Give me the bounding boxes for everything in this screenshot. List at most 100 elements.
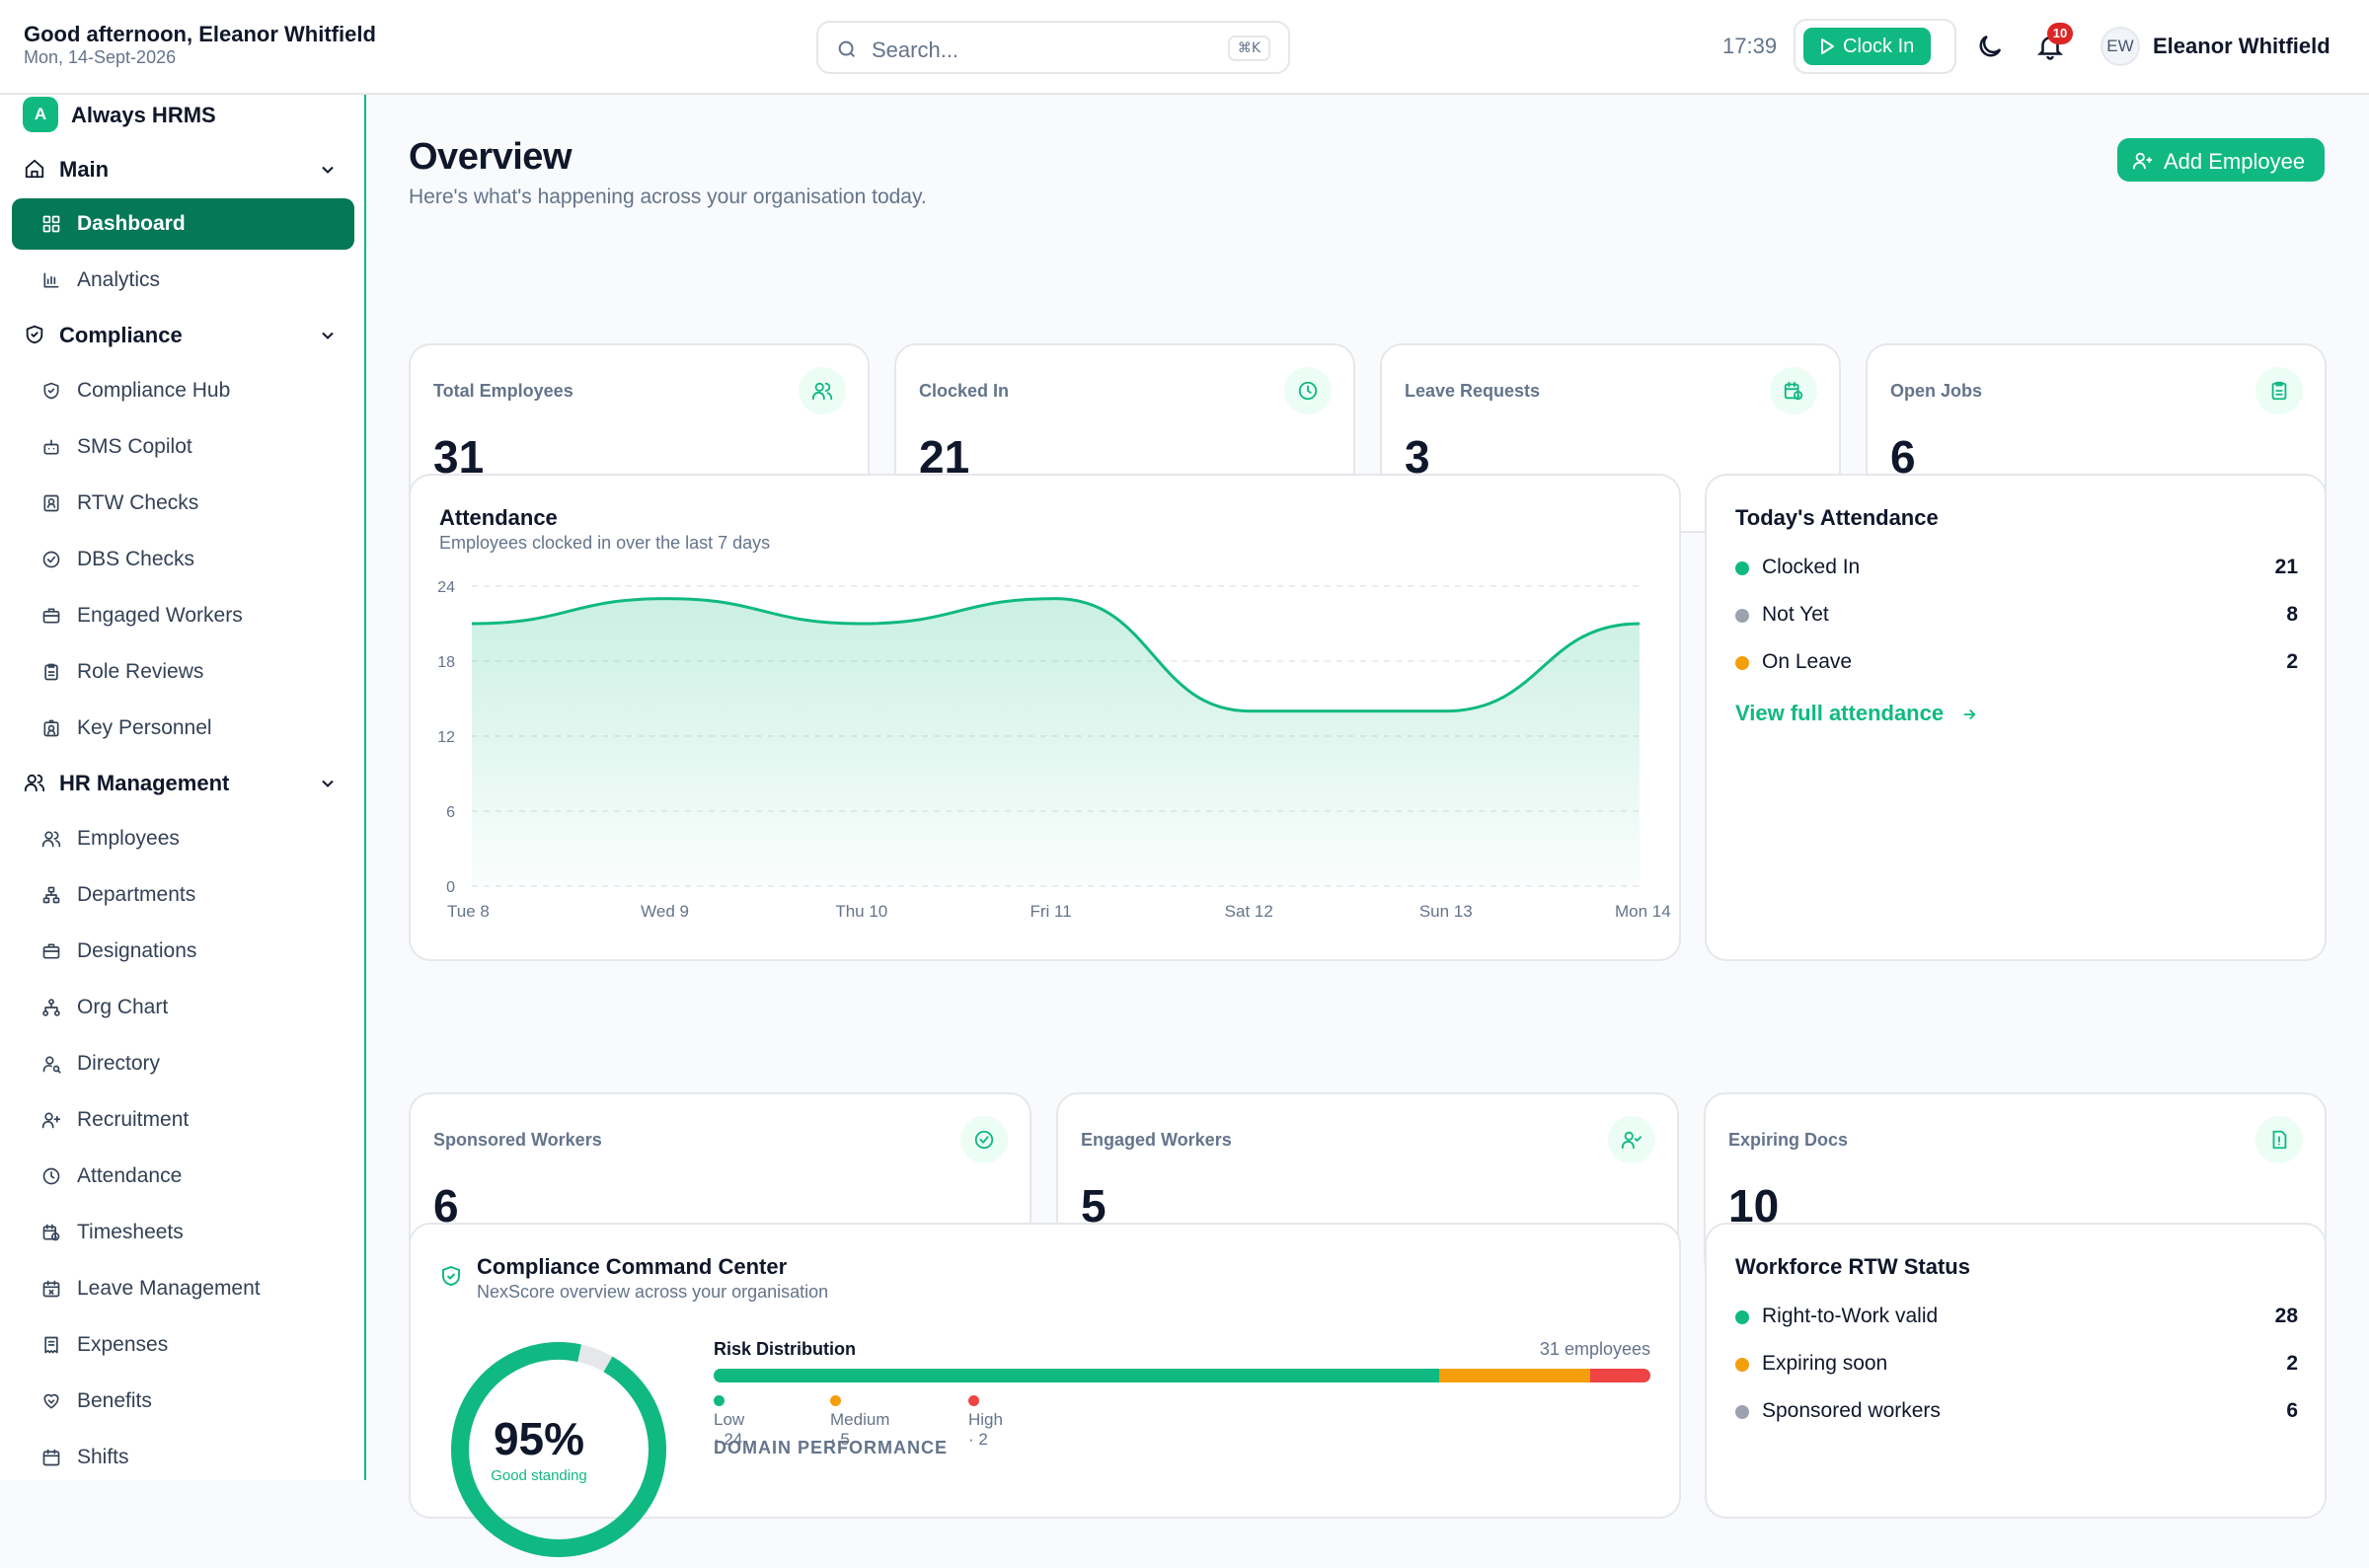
bar-chart-icon <box>43 272 59 288</box>
legend-row-not-yet: Not Yet 8 <box>1735 600 2298 630</box>
y-tick-label: 12 <box>437 729 455 746</box>
sidebar-item-key-personnel[interactable]: Key Personnel <box>12 703 354 754</box>
attendance-chart-card: Attendance Employees clocked in over the… <box>409 474 1681 961</box>
view-full-attendance-link[interactable]: View full attendance <box>1735 701 1976 726</box>
dashboard-icon <box>42 215 60 233</box>
search-input[interactable]: Search... ⌘K <box>816 21 1290 74</box>
sidebar-item-directory[interactable]: Directory <box>12 1038 354 1089</box>
sidebar-item-analytics[interactable]: Analytics <box>12 255 354 306</box>
stat-icon-wrap <box>1608 1116 1655 1163</box>
play-icon <box>1821 38 1834 54</box>
sidebar-item-label: Engaged Workers <box>77 604 243 627</box>
stat-label: Total Employees <box>433 381 573 401</box>
sidebar-item-sms-copilot[interactable]: SMS Copilot <box>12 421 354 473</box>
heart-handshake-icon <box>43 1393 59 1409</box>
risk-distribution-title: Risk Distribution <box>714 1339 857 1359</box>
clock-time: 17:39 <box>1722 34 1778 58</box>
user-search-icon <box>42 1056 61 1074</box>
section-compliance[interactable]: Compliance <box>0 314 364 353</box>
legend-label: Sponsored workers <box>1762 1399 1941 1422</box>
x-tick-label: Sat 12 <box>1225 902 1273 921</box>
notification-count-badge: 10 <box>2047 23 2073 44</box>
home-icon <box>25 159 44 179</box>
calendar-x-icon <box>42 1280 60 1298</box>
sidebar-item-label: DBS Checks <box>77 548 195 570</box>
sidebar-item-designations[interactable]: Designations <box>12 926 354 977</box>
sidebar-item-departments[interactable]: Departments <box>12 869 354 921</box>
attendance-title: Attendance <box>439 505 558 530</box>
sidebar-item-label: Key Personnel <box>77 716 212 739</box>
sidebar-item-role-reviews[interactable]: Role Reviews <box>12 646 354 698</box>
compliance-score: 95% <box>493 1413 585 1464</box>
sidebar-item-rtw-checks[interactable]: RTW Checks <box>12 478 354 529</box>
attendance-area <box>472 598 1640 886</box>
sidebar-item-attendance[interactable]: Attendance <box>12 1151 354 1202</box>
rtw-title: Workforce RTW Status <box>1735 1254 1970 1279</box>
users-icon <box>41 831 61 848</box>
compliance-center-title: Compliance Command Center <box>477 1254 788 1279</box>
attendance-line <box>471 597 1641 713</box>
legend-value: 21 <box>2274 556 2298 578</box>
brand-logo: A <box>23 97 58 132</box>
todays-attendance-title: Today's Attendance <box>1735 505 1939 530</box>
stat-icon-wrap <box>2255 367 2303 414</box>
id-card-icon <box>43 494 59 512</box>
domain-performance-title: DOMAIN PERFORMANCE <box>714 1438 948 1457</box>
sidebar-item-dbs-checks[interactable]: DBS Checks <box>12 534 354 585</box>
risk-dot <box>714 1395 725 1406</box>
sidebar-item-label: Org Chart <box>77 996 169 1018</box>
workforce-rtw-card: Workforce RTW Status Right-to-Work valid… <box>1705 1223 2327 1519</box>
sidebar-item-timesheets[interactable]: Timesheets <box>12 1207 354 1258</box>
avatar[interactable]: EW <box>2101 27 2140 66</box>
sidebar-item-label: Departments <box>77 883 196 906</box>
bot-icon <box>43 439 59 455</box>
sidebar-item-leave-management[interactable]: Leave Management <box>12 1263 354 1314</box>
risk-dot <box>968 1395 979 1406</box>
sidebar-item-recruitment[interactable]: Recruitment <box>12 1094 354 1146</box>
todays-attendance-card: Today's Attendance Clocked In 21 Not Yet 8 O… <box>1705 474 2327 961</box>
compliance-command-center-card: Compliance Command Center NexScore overv… <box>409 1223 1681 1557</box>
section-main[interactable]: Main <box>0 148 364 187</box>
sidebar-item-expenses[interactable]: Expenses <box>12 1319 354 1371</box>
legend-value: 28 <box>2274 1305 2298 1327</box>
x-tick-label: Tue 8 <box>447 902 490 921</box>
sidebar-item-employees[interactable]: Employees <box>12 813 354 864</box>
clock-in-button[interactable]: Clock In <box>1803 28 1931 65</box>
risk-dot <box>830 1395 841 1406</box>
shield-icon <box>43 382 59 400</box>
attendance-area-chart: 0 6 12 18 24 Tue 8 Wed 9 Thu 10 Fri 11 Sat 12 Sun … <box>437 579 1671 921</box>
arrow-right-icon <box>1963 709 1976 720</box>
risk-legend-item: Low · 24 <box>714 1390 744 1450</box>
section-hr[interactable]: HR Management <box>0 762 364 801</box>
page-title: Overview <box>409 136 573 178</box>
risk-distribution-bar <box>714 1369 1650 1382</box>
sidebar-item-org-chart[interactable]: Org Chart <box>12 982 354 1033</box>
sidebar-item-label: Designations <box>77 939 197 962</box>
sidebar-item-label: Attendance <box>77 1164 183 1187</box>
current-date: Mon, 14-Sept-2026 <box>24 47 177 67</box>
stat-label: Open Jobs <box>1890 381 1983 401</box>
clock-icon <box>42 1167 60 1185</box>
risk-legend-item: Medium · 5 <box>830 1390 889 1450</box>
sidebar-item-compliance-hub[interactable]: Compliance Hub <box>12 365 354 416</box>
status-dot <box>1735 561 1749 575</box>
shield-outline-icon <box>26 325 43 344</box>
stat-icon-wrap <box>799 367 846 414</box>
chevron-down-icon <box>322 332 334 339</box>
legend-value: 2 <box>2286 650 2298 673</box>
dark-mode-moon-icon[interactable] <box>1975 32 2005 61</box>
sidebar-item-shifts[interactable]: Shifts <box>12 1432 354 1480</box>
user-name[interactable]: Eleanor Whitfield <box>2153 34 2331 58</box>
sidebar-item-engaged-workers[interactable]: Engaged Workers <box>12 590 354 641</box>
y-tick-label: 24 <box>437 579 455 596</box>
clock-icon <box>1298 381 1318 401</box>
check-circle-icon <box>42 551 60 568</box>
legend-label: Clocked In <box>1762 556 1861 578</box>
clock-in-label: Clock In <box>1843 36 1915 57</box>
stat-icon-wrap <box>2255 1116 2303 1163</box>
sidebar-item-benefits[interactable]: Benefits <box>12 1376 354 1427</box>
clipboard-icon <box>44 663 58 681</box>
stat-label: Clocked In <box>919 381 1010 401</box>
add-employee-button[interactable]: Add Employee <box>2117 138 2325 182</box>
sidebar-item-dashboard[interactable]: Dashboard <box>12 198 354 250</box>
